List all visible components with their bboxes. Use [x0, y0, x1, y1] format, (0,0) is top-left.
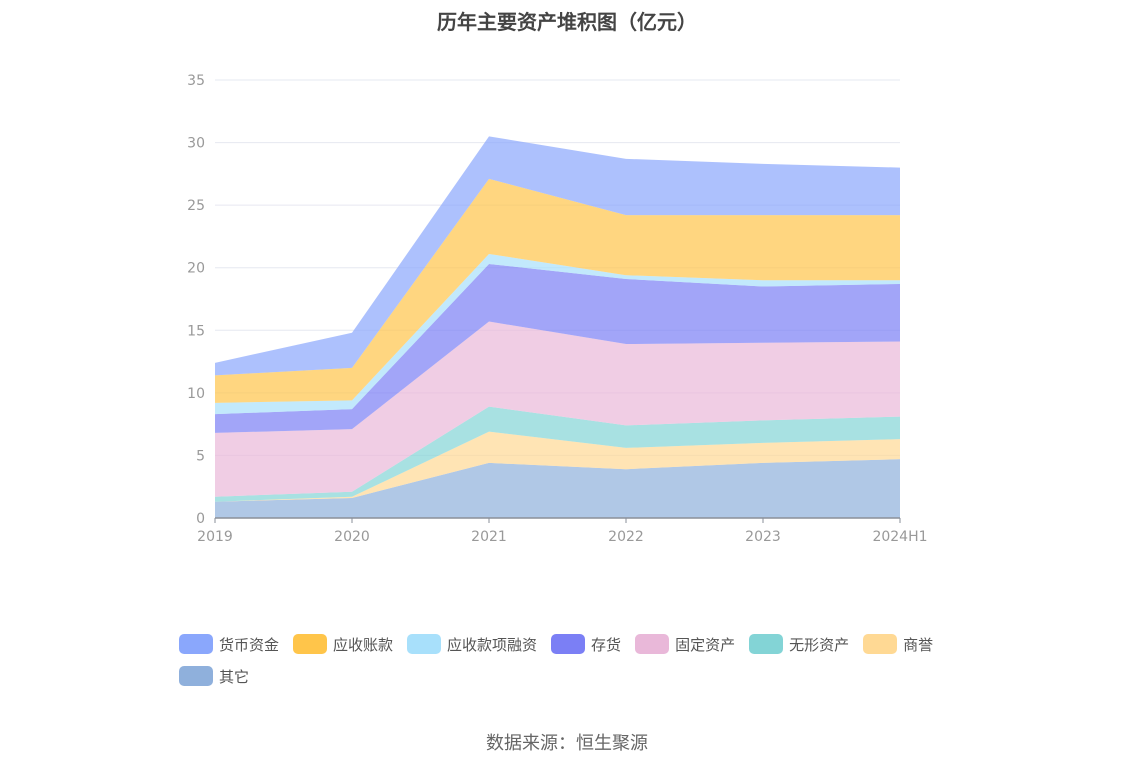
- legend: 货币资金 应收账款 应收款项融资 存货 固定资产 无形资产 商誉其它: [179, 628, 979, 692]
- stacked-area-chart: 0 5 10 15 20 25 30 35 2019 2020 2021 2022 2023 2024H1: [187, 73, 927, 545]
- axes: 0 5 10 15 20 25 30 35 2019 2020 2021 2022 2023 2024H1: [187, 73, 927, 545]
- area-series-7[interactable]: [215, 136, 900, 376]
- legend-swatch: [293, 634, 328, 654]
- x-tick-label: 2021: [471, 529, 507, 545]
- legend-item[interactable]: 存货: [551, 628, 621, 660]
- y-tick-label: 0: [196, 511, 205, 527]
- legend-item[interactable]: 其它: [179, 660, 249, 692]
- legend-label: 应收款项融资: [447, 635, 538, 654]
- legend-label: 存货: [591, 635, 622, 654]
- legend-label: 商誉: [903, 635, 934, 654]
- data-source: 数据来源：恒生聚源: [486, 733, 648, 754]
- legend-label: 货币资金: [219, 635, 280, 654]
- legend-item[interactable]: 固定资产: [635, 628, 735, 660]
- legend-item[interactable]: 货币资金: [179, 628, 279, 660]
- y-tick-label: 30: [187, 136, 205, 152]
- legend-label: 应收账款: [333, 635, 394, 654]
- legend-swatch: [749, 634, 784, 654]
- legend-item[interactable]: 应收款项融资: [407, 628, 537, 660]
- legend-swatch: [551, 634, 586, 654]
- legend-label: 其它: [219, 667, 250, 686]
- legend-label: 固定资产: [675, 635, 736, 654]
- x-tick-label: 2024H1: [872, 529, 927, 545]
- x-tick-label: 2022: [608, 529, 644, 545]
- area-series-2[interactable]: [215, 406, 900, 502]
- area-series-4[interactable]: [215, 263, 900, 433]
- legend-swatch: [179, 666, 213, 686]
- legend-swatch: [635, 634, 670, 654]
- legend-swatch: [179, 634, 213, 654]
- area-series-1[interactable]: [215, 431, 900, 502]
- area-series: [215, 136, 900, 518]
- x-tick-label: 2020: [334, 529, 370, 545]
- y-tick-label: 25: [187, 198, 205, 214]
- area-series-3[interactable]: [215, 321, 900, 497]
- legend-item[interactable]: 商誉: [863, 628, 933, 660]
- legend-item[interactable]: 应收账款: [293, 628, 393, 660]
- y-tick-label: 15: [187, 323, 205, 339]
- area-series-6[interactable]: [215, 178, 900, 403]
- legend-label: 无形资产: [789, 635, 850, 654]
- legend-swatch: [407, 634, 442, 654]
- legend-item[interactable]: 无形资产: [749, 628, 849, 660]
- y-tick-label: 35: [187, 73, 205, 89]
- x-tick-label: 2023: [745, 529, 781, 545]
- chart-title: 历年主要资产堆积图（亿元）: [437, 10, 697, 34]
- y-tick-label: 5: [196, 448, 205, 464]
- area-series-0[interactable]: [215, 459, 900, 518]
- legend-swatch: [863, 634, 898, 654]
- x-tick-label: 2019: [197, 529, 233, 545]
- y-tick-label: 20: [187, 261, 205, 277]
- y-tick-label: 10: [187, 386, 205, 402]
